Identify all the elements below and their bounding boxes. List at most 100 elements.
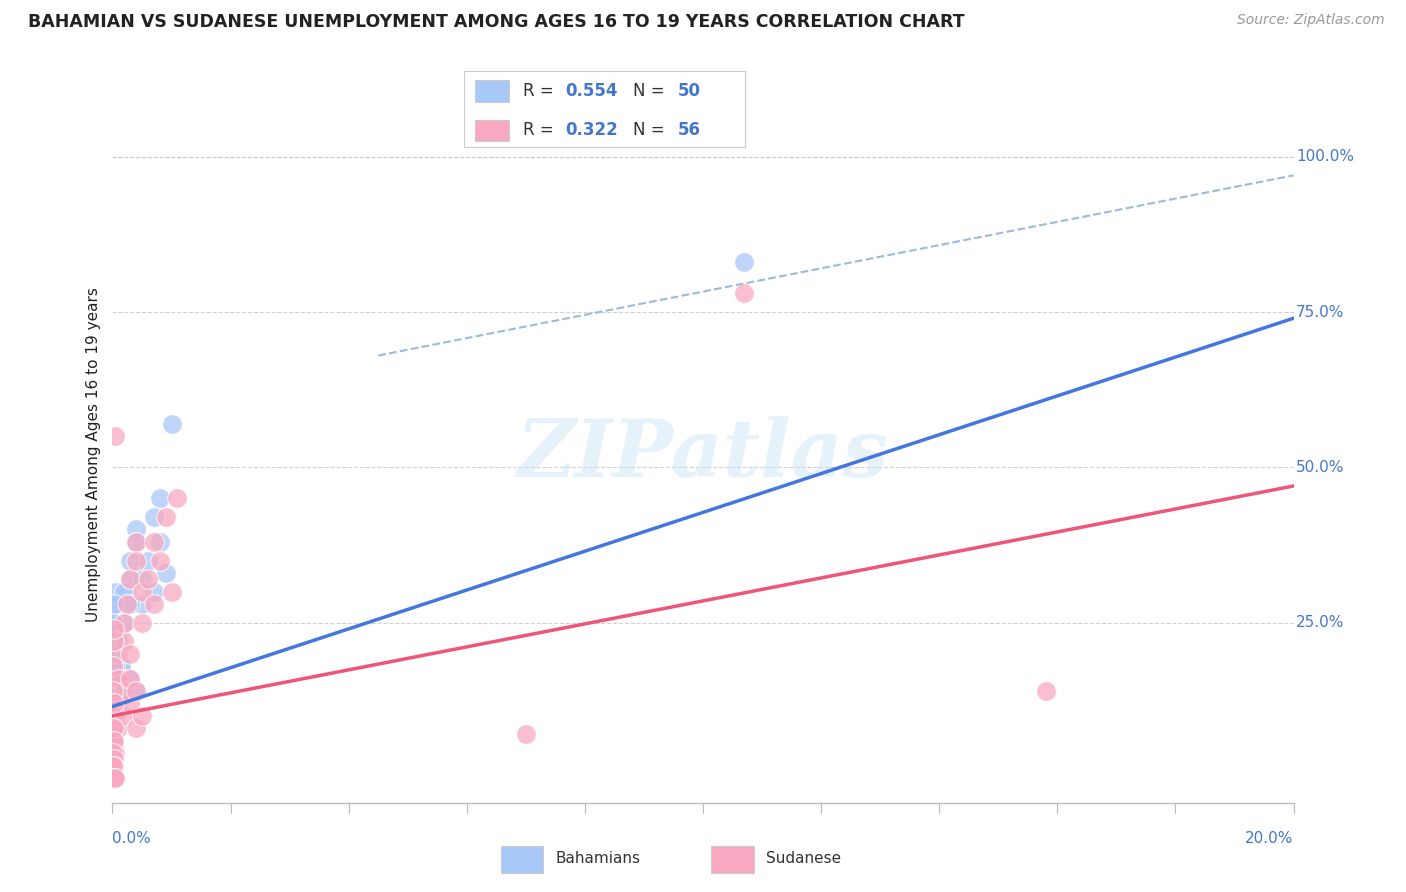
- Point: [125, 523, 148, 537]
- Point: [149, 553, 172, 567]
- Point: [103, 697, 125, 711]
- Point: [103, 708, 125, 723]
- Point: [103, 771, 125, 785]
- Text: 50: 50: [678, 82, 700, 100]
- Point: [101, 708, 124, 723]
- Point: [103, 721, 125, 735]
- Point: [160, 584, 183, 599]
- Point: [733, 286, 755, 301]
- Point: [136, 572, 159, 586]
- Point: [107, 597, 129, 611]
- Point: [117, 684, 138, 698]
- Point: [103, 622, 125, 636]
- Point: [101, 659, 124, 673]
- Point: [101, 721, 124, 735]
- Point: [142, 510, 165, 524]
- Point: [131, 572, 153, 586]
- Point: [125, 684, 148, 698]
- Point: [125, 534, 148, 549]
- Point: [101, 758, 124, 772]
- Text: BAHAMIAN VS SUDANESE UNEMPLOYMENT AMONG AGES 16 TO 19 YEARS CORRELATION CHART: BAHAMIAN VS SUDANESE UNEMPLOYMENT AMONG …: [28, 13, 965, 31]
- Point: [101, 647, 124, 661]
- Point: [101, 634, 124, 648]
- Point: [103, 647, 125, 661]
- Text: 0.554: 0.554: [565, 82, 617, 100]
- Point: [103, 739, 125, 754]
- Point: [103, 752, 125, 766]
- Point: [101, 746, 124, 760]
- Point: [104, 771, 127, 785]
- FancyBboxPatch shape: [475, 80, 509, 102]
- Point: [142, 597, 165, 611]
- Point: [120, 672, 142, 686]
- Point: [101, 746, 124, 760]
- Text: Bahamians: Bahamians: [555, 851, 640, 866]
- Point: [136, 553, 159, 567]
- Point: [131, 584, 153, 599]
- Point: [515, 727, 537, 741]
- Point: [101, 684, 124, 698]
- Point: [101, 659, 124, 673]
- Text: Source: ZipAtlas.com: Source: ZipAtlas.com: [1237, 13, 1385, 28]
- Point: [104, 678, 127, 692]
- Point: [103, 597, 125, 611]
- Text: 0.322: 0.322: [565, 121, 619, 139]
- Point: [149, 491, 172, 506]
- Point: [149, 534, 172, 549]
- Point: [101, 733, 124, 747]
- Point: [107, 697, 129, 711]
- Text: 75.0%: 75.0%: [1296, 304, 1344, 319]
- Point: [120, 572, 142, 586]
- Point: [125, 534, 148, 549]
- Point: [101, 678, 124, 692]
- Point: [103, 697, 125, 711]
- Point: [166, 491, 188, 506]
- Point: [112, 672, 135, 686]
- Point: [142, 584, 165, 599]
- Point: [131, 615, 153, 630]
- Point: [101, 615, 124, 630]
- Point: [103, 721, 125, 735]
- Point: [733, 255, 755, 269]
- Point: [104, 746, 127, 760]
- Point: [104, 659, 127, 673]
- Point: [103, 746, 125, 760]
- FancyBboxPatch shape: [501, 847, 543, 873]
- Point: [103, 634, 125, 648]
- Text: 100.0%: 100.0%: [1296, 149, 1354, 164]
- Point: [125, 721, 148, 735]
- Point: [120, 697, 142, 711]
- Point: [107, 647, 129, 661]
- Text: R =: R =: [523, 82, 560, 100]
- Point: [104, 697, 127, 711]
- Point: [104, 429, 127, 443]
- Point: [125, 684, 148, 698]
- Point: [131, 708, 153, 723]
- Point: [125, 553, 148, 567]
- Point: [155, 510, 177, 524]
- Point: [103, 634, 125, 648]
- Point: [112, 708, 135, 723]
- Text: 50.0%: 50.0%: [1296, 460, 1344, 475]
- Y-axis label: Unemployment Among Ages 16 to 19 years: Unemployment Among Ages 16 to 19 years: [86, 287, 101, 623]
- Point: [120, 572, 142, 586]
- Point: [103, 672, 125, 686]
- Point: [103, 771, 125, 785]
- Text: 20.0%: 20.0%: [1246, 830, 1294, 846]
- Text: R =: R =: [523, 121, 560, 139]
- Point: [104, 708, 127, 723]
- Point: [160, 417, 183, 431]
- Point: [107, 634, 129, 648]
- Point: [107, 721, 129, 735]
- Text: N =: N =: [633, 82, 669, 100]
- Text: 25.0%: 25.0%: [1296, 615, 1344, 630]
- Point: [142, 534, 165, 549]
- Point: [120, 672, 142, 686]
- Point: [107, 672, 129, 686]
- Point: [112, 684, 135, 698]
- Point: [120, 553, 142, 567]
- FancyBboxPatch shape: [711, 847, 754, 873]
- Point: [1035, 684, 1057, 698]
- Point: [110, 672, 132, 686]
- Point: [101, 739, 124, 754]
